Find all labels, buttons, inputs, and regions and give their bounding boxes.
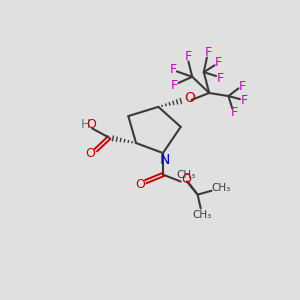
Text: O: O — [181, 173, 191, 187]
Text: CH₃: CH₃ — [193, 210, 212, 220]
Text: O: O — [184, 92, 195, 105]
Text: F: F — [171, 79, 178, 92]
Text: N: N — [159, 153, 170, 167]
Text: F: F — [215, 56, 222, 69]
Text: O: O — [135, 178, 145, 191]
Text: CH₃: CH₃ — [176, 169, 196, 180]
Text: F: F — [185, 50, 192, 63]
Text: O: O — [86, 147, 95, 160]
Text: H: H — [80, 118, 90, 131]
Text: F: F — [216, 72, 224, 85]
Text: CH₃: CH₃ — [211, 184, 230, 194]
Text: O: O — [86, 118, 96, 131]
Text: F: F — [231, 106, 238, 119]
Text: F: F — [240, 94, 247, 107]
Text: F: F — [169, 63, 177, 76]
Text: F: F — [205, 46, 212, 59]
Text: F: F — [239, 80, 246, 92]
